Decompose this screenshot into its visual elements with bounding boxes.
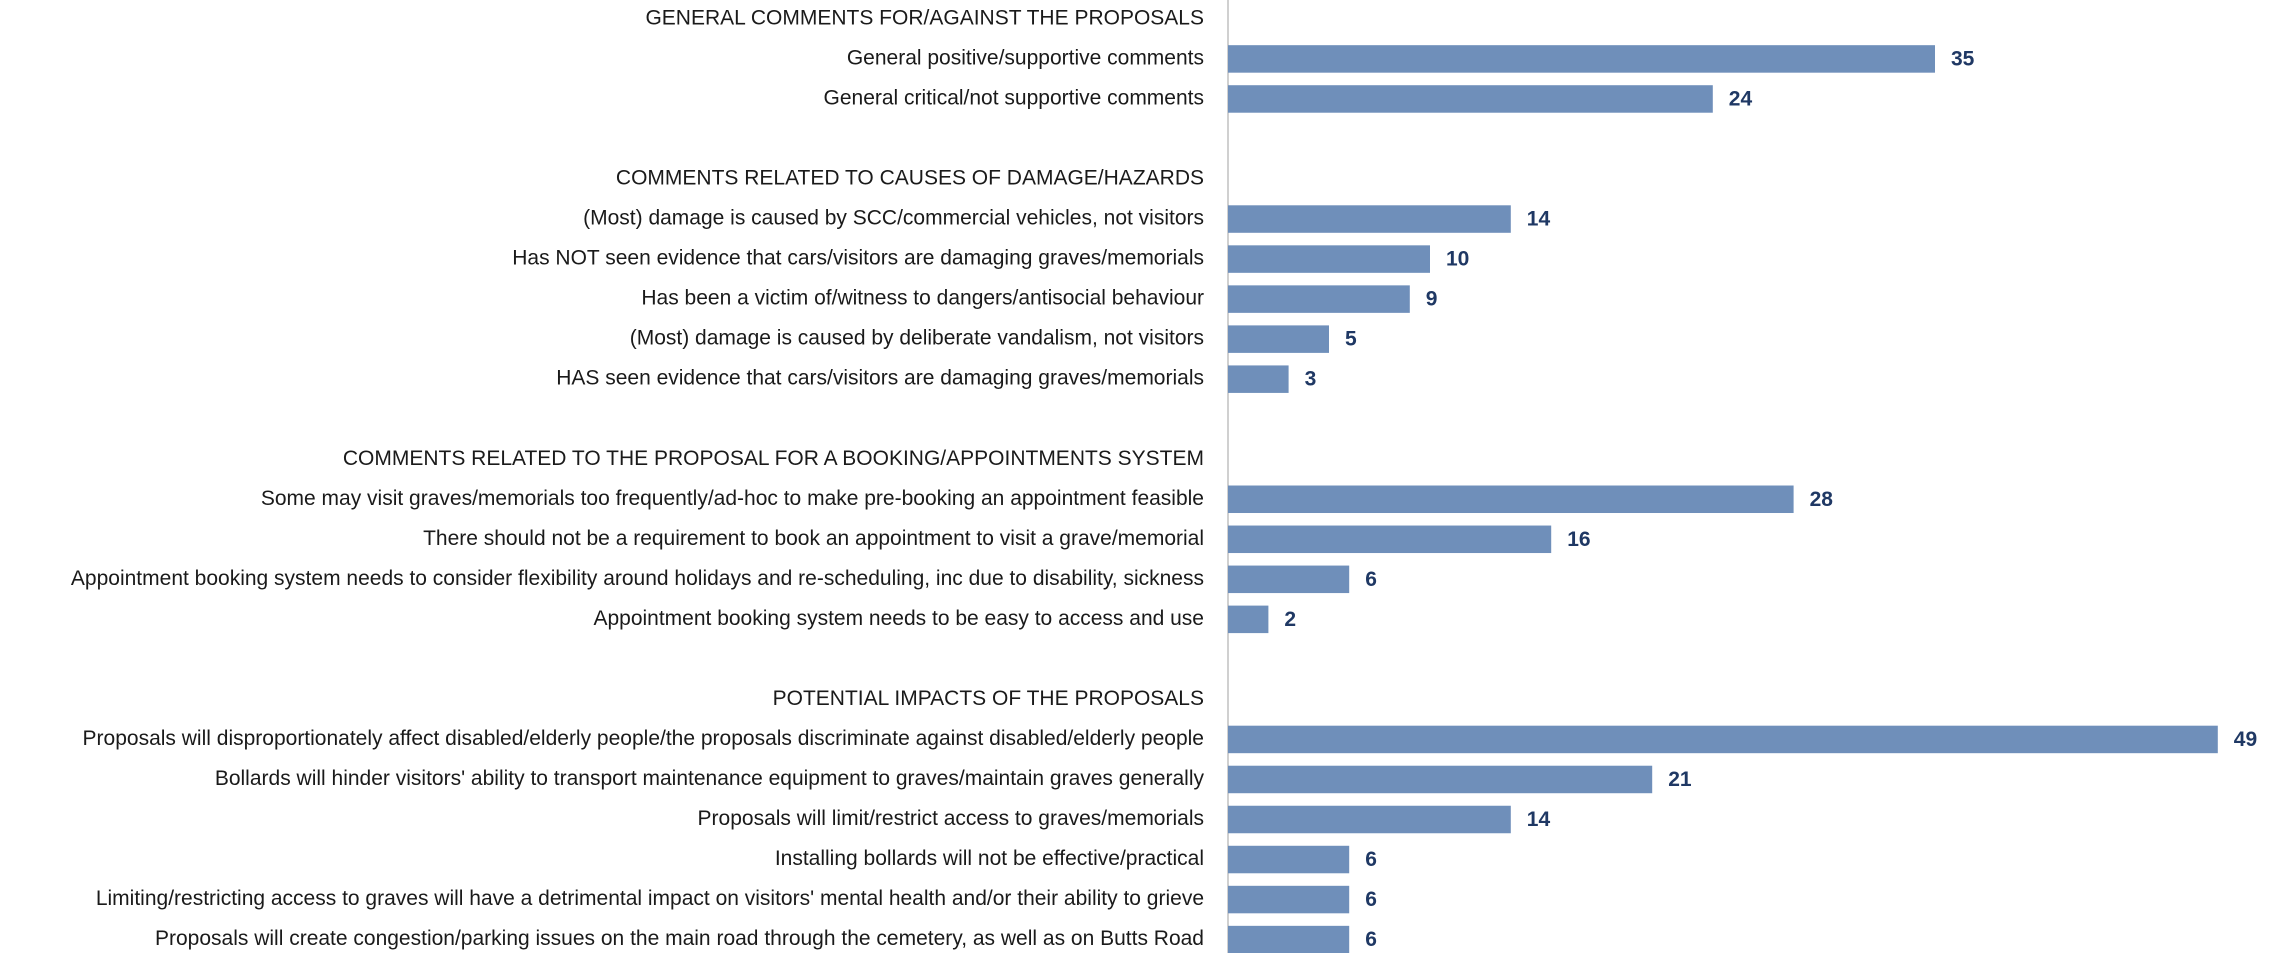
group-header: POTENTIAL IMPACTS OF THE PROPOSALS — [773, 687, 1204, 710]
value-label: 2 — [1284, 608, 1296, 631]
value-label: 14 — [1527, 808, 1551, 831]
category-label: Limiting/restricting access to graves wi… — [96, 887, 1204, 910]
bar — [1228, 85, 1713, 113]
bar — [1228, 805, 1511, 834]
bar — [1228, 285, 1410, 313]
category-label: Some may visit graves/memorials too freq… — [261, 487, 1204, 510]
category-label: Proposals will limit/restrict access to … — [698, 807, 1204, 830]
group-header: GENERAL COMMENTS FOR/AGAINST THE PROPOSA… — [645, 6, 1204, 29]
category-label: Appointment booking system needs to be e… — [593, 607, 1204, 630]
bar — [1228, 565, 1350, 594]
category-label: (Most) damage is caused by deliberate va… — [630, 327, 1204, 350]
bar — [1228, 885, 1350, 914]
category-label: Bollards will hinder visitors' ability t… — [215, 767, 1205, 790]
bar — [1228, 925, 1350, 953]
value-label: 6 — [1365, 848, 1377, 871]
value-label: 49 — [2234, 728, 2257, 751]
value-label: 10 — [1446, 248, 1469, 271]
category-label: General positive/supportive comments — [847, 46, 1204, 69]
category-label: Has been a victim of/witness to dangers/… — [641, 287, 1204, 310]
value-label: 35 — [1951, 47, 1975, 70]
value-label: 16 — [1567, 528, 1590, 551]
bar — [1228, 765, 1653, 794]
category-label: Installing bollards will not be effectiv… — [775, 847, 1204, 870]
category-label: There should not be a requirement to boo… — [423, 527, 1204, 550]
value-label: 14 — [1527, 208, 1551, 231]
group-header: COMMENTS RELATED TO CAUSES OF DAMAGE/HAZ… — [616, 167, 1204, 190]
value-label: 6 — [1365, 568, 1377, 591]
group-header: COMMENTS RELATED TO THE PROPOSAL FOR A B… — [343, 447, 1204, 470]
value-label: 28 — [1810, 488, 1834, 511]
value-label: 3 — [1305, 368, 1317, 391]
bar — [1228, 485, 1794, 514]
bar — [1228, 325, 1329, 353]
value-label: 5 — [1345, 328, 1357, 351]
category-label: (Most) damage is caused by SCC/commercia… — [583, 207, 1204, 230]
bar — [1228, 45, 1935, 73]
category-label: General critical/not supportive comments — [824, 87, 1205, 110]
category-label: Proposals will disproportionately affect… — [83, 727, 1204, 750]
value-label: 6 — [1365, 928, 1377, 951]
bar — [1228, 205, 1511, 233]
bar — [1228, 245, 1430, 273]
category-label: Proposals will create congestion/parking… — [155, 927, 1204, 950]
category-label: HAS seen evidence that cars/visitors are… — [556, 367, 1204, 390]
value-label: 6 — [1365, 888, 1377, 911]
category-label: Has NOT seen evidence that cars/visitors… — [512, 247, 1204, 270]
value-label: 9 — [1426, 288, 1438, 311]
bar — [1228, 845, 1350, 874]
bar — [1228, 525, 1552, 554]
value-label: 24 — [1729, 88, 1753, 111]
bar — [1228, 365, 1289, 393]
value-label: 21 — [1668, 768, 1692, 791]
bar — [1228, 605, 1269, 634]
category-label: Appointment booking system needs to cons… — [71, 567, 1204, 590]
bar — [1228, 725, 2218, 754]
